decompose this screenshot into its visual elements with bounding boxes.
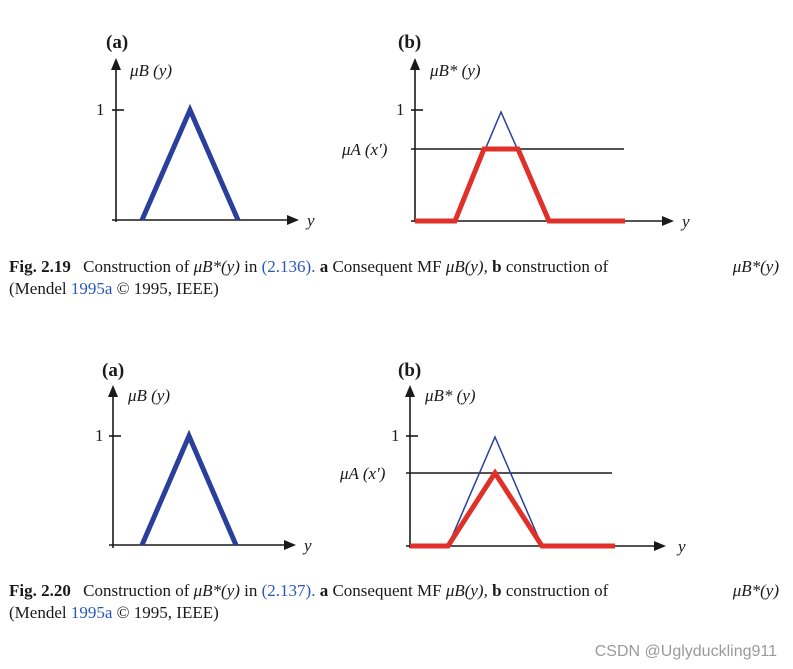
panel-b-x-arrow: [662, 216, 674, 226]
panel-b-y-arrow: [405, 385, 415, 397]
caption-line-2: (Mendel 1995a © 1995, IEEE): [9, 602, 779, 624]
caption-text: Construction of: [83, 581, 190, 600]
watermark: CSDN @Uglyduckling911: [594, 643, 777, 660]
panel-b-tick-1-label: 1: [396, 100, 405, 119]
panel-a-tick-1-label: 1: [95, 426, 104, 445]
panel-a-y-axis-label: μB (y): [129, 61, 172, 80]
caption-symbol: μB*(y): [732, 257, 779, 276]
figure-2-19: (a) μB (y) 1 y (b) μB* (y) 1 μA (x′) y F…: [0, 0, 793, 320]
panel-b-label: (b): [398, 360, 421, 381]
panel-b-x-arrow: [654, 541, 666, 551]
caption-text: © 1995, IEEE): [116, 603, 219, 622]
figure-number: Fig. 2.20: [9, 581, 71, 600]
caption-text: (Mendel: [9, 603, 67, 622]
panel-b-y-axis-label: μB* (y): [429, 61, 481, 80]
figure-2-19-caption: Fig. 2.19 Construction of μB*(y) in (2.1…: [9, 256, 779, 300]
panel-b-clipped-mf: [410, 468, 615, 549]
panel-b-triangle-mf: [447, 435, 543, 547]
caption-text: (Mendel: [9, 279, 67, 298]
figure-2-20-plots: (a) μB (y) 1 y (b) μB* (y) 1 μA (x′) y: [95, 360, 686, 556]
caption-text: © 1995, IEEE): [116, 279, 219, 298]
panel-a-y-arrow: [108, 385, 118, 397]
panel-a-triangle-mf: [139, 429, 239, 546]
caption-text: in: [244, 581, 258, 600]
panel-b-tick-1-label: 1: [391, 426, 400, 445]
panel-a-x-arrow: [284, 540, 296, 550]
panel-b-y-arrow: [410, 58, 420, 70]
caption-text: construction of: [505, 581, 609, 600]
figure-number: Fig. 2.19: [9, 257, 71, 276]
caption-text: in: [244, 257, 258, 276]
panel-a-x-axis-label: y: [302, 536, 312, 555]
panel-b-x-axis-label: y: [676, 537, 686, 556]
panel-a-x-axis-label: y: [305, 211, 315, 230]
figure-2-20-caption: Fig. 2.20 Construction of μB*(y) in (2.1…: [9, 580, 779, 624]
panel-b-triangle-mf: [454, 110, 550, 222]
equation-link[interactable]: (2.136).: [261, 257, 316, 276]
panel-a-triangle-mf: [139, 103, 241, 221]
caption-text: Consequent MF: [332, 581, 442, 600]
panel-a-label: (a): [102, 360, 124, 381]
caption-symbol: μB(y),: [445, 581, 488, 600]
panel-a-y-axis-label: μB (y): [127, 386, 170, 405]
panel-b-level-label: μA (x′): [339, 464, 386, 483]
figure-2-19-plots: (a) μB (y) 1 y (b) μB* (y) 1 μA (x′) y: [96, 32, 690, 231]
caption-symbol: μB*(y): [193, 581, 240, 600]
panel-b-y-axis-label: μB* (y): [424, 386, 476, 405]
citation-link[interactable]: 1995a: [70, 279, 113, 298]
panel-b-label: (b): [398, 32, 421, 53]
caption-part-a: a: [319, 257, 329, 276]
caption-line-2: (Mendel 1995a © 1995, IEEE): [9, 278, 779, 300]
caption-part-b: b: [492, 257, 502, 276]
caption-text: Construction of: [83, 257, 190, 276]
equation-link[interactable]: (2.137).: [261, 581, 316, 600]
caption-symbol: μB*(y): [193, 257, 240, 276]
panel-a-label: (a): [106, 32, 128, 53]
caption-text: construction of: [505, 257, 609, 276]
panel-b-x-axis-label: y: [680, 212, 690, 231]
caption-part-a: a: [319, 581, 329, 600]
panel-b-level-label: μA (x′): [341, 140, 388, 159]
caption-line-1: Fig. 2.19 Construction of μB*(y) in (2.1…: [9, 256, 779, 278]
figure-2-20: (a) μB (y) 1 y (b) μB* (y) 1 μA (x′) y F…: [0, 325, 793, 645]
panel-a-x-arrow: [287, 215, 299, 225]
citation-link[interactable]: 1995a: [70, 603, 113, 622]
caption-line-1: Fig. 2.20 Construction of μB*(y) in (2.1…: [9, 580, 779, 602]
caption-symbol: μB(y),: [445, 257, 488, 276]
panel-b-clipped-mf: [415, 146, 625, 224]
caption-text: Consequent MF: [332, 257, 442, 276]
caption-part-b: b: [492, 581, 502, 600]
panel-a-y-arrow: [111, 58, 121, 70]
panel-a-tick-1-label: 1: [96, 100, 105, 119]
caption-symbol: μB*(y): [732, 581, 779, 600]
